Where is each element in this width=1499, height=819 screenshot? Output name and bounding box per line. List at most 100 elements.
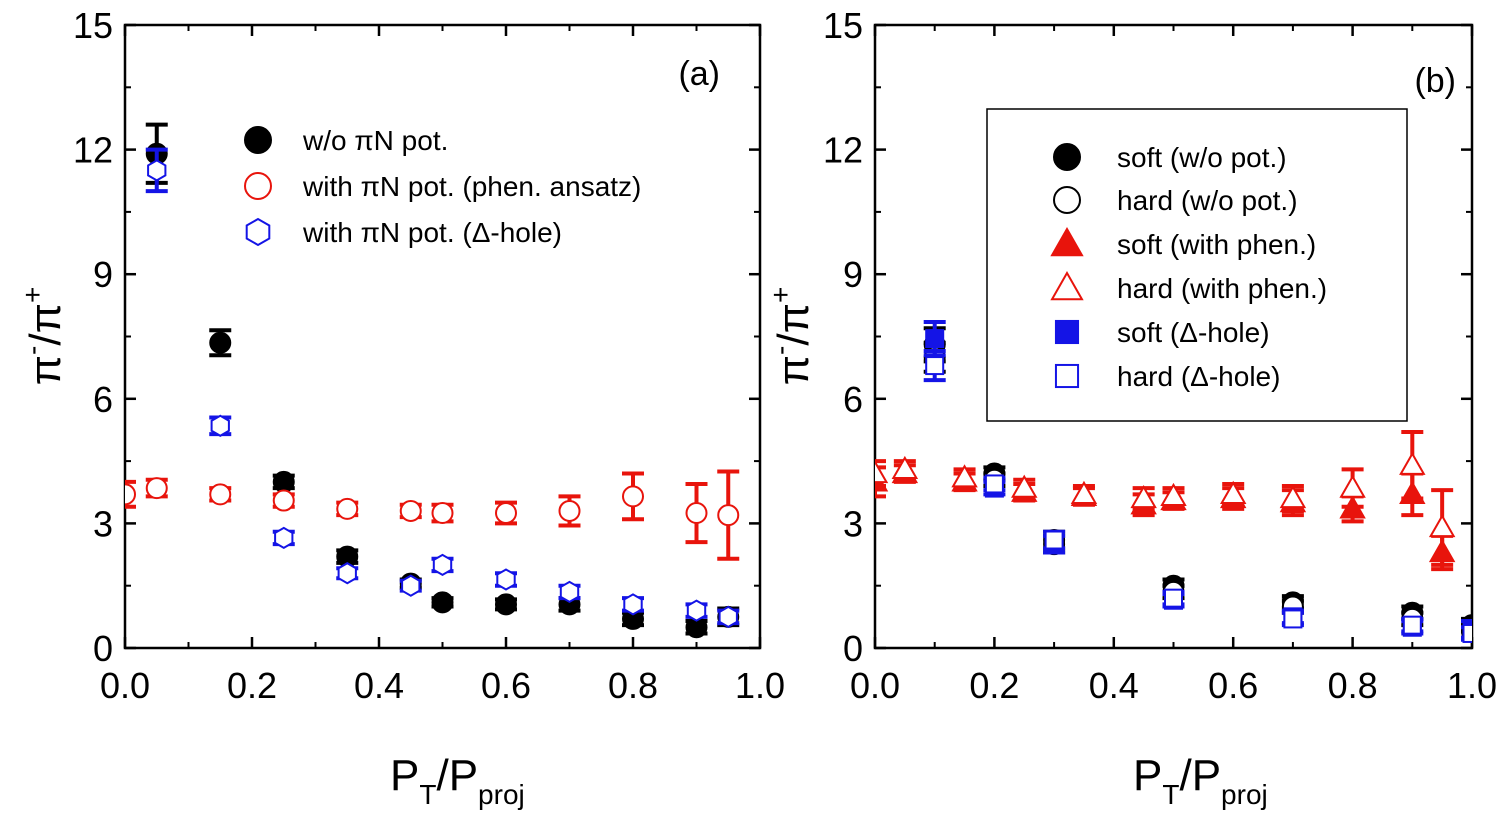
legend-marker <box>244 126 272 154</box>
legend-marker <box>1054 363 1080 389</box>
data-point <box>401 574 421 597</box>
y-tick-label: 15 <box>73 5 113 46</box>
x-tick-label: 0.0 <box>100 665 150 706</box>
legend-label: hard (Δ-hole) <box>1117 361 1280 392</box>
data-point <box>984 474 1004 494</box>
data-point <box>1160 482 1187 507</box>
y-tick-label: 6 <box>93 379 113 420</box>
legend-label: soft (with phen.) <box>1117 229 1316 260</box>
legend-marker <box>1053 186 1081 214</box>
x-tick-label: 0.4 <box>354 665 404 706</box>
legend-marker <box>1054 319 1080 345</box>
legend: w/o πN pot. with πN pot. (phen. ansatz) wi… <box>244 125 641 248</box>
data-point <box>925 329 945 349</box>
data-point <box>1044 530 1064 550</box>
data-point <box>875 460 889 484</box>
x-label-main: P <box>1133 751 1162 800</box>
legend-item: w/o πN pot. <box>244 125 448 156</box>
data-point <box>1283 609 1303 629</box>
y-label-sup2: + <box>17 287 48 303</box>
legend-label: with πN pot. (phen. ansatz) <box>302 171 641 202</box>
data-point <box>623 593 643 616</box>
y-label-main: π <box>769 355 818 385</box>
data-point <box>925 356 945 376</box>
data-point <box>272 470 295 493</box>
data-point <box>145 477 168 500</box>
y-label-sup1: - <box>17 346 48 355</box>
y-axis-label: π-/π+ <box>765 287 818 386</box>
y-label-slash: /π <box>769 303 818 346</box>
data-point <box>336 497 359 520</box>
legend-item: hard (Δ-hole) <box>1054 361 1280 392</box>
x-tick-label: 1.0 <box>735 665 785 706</box>
x-label-sub1: T <box>1162 779 1179 810</box>
x-tick-label: 0.2 <box>227 665 277 706</box>
y-label-sup2: + <box>765 287 796 303</box>
legend-label: soft (w/o pot.) <box>1117 142 1287 173</box>
data-point <box>147 159 167 182</box>
panel-label: (a) <box>678 55 720 93</box>
error-bar <box>875 465 886 499</box>
series-3 <box>875 430 1456 567</box>
y-tick-label: 12 <box>73 130 113 171</box>
legend-marker <box>244 172 272 200</box>
x-axis-label: PT/Pproj <box>1133 751 1268 810</box>
legend-item: soft (w/o pot.) <box>1053 142 1287 173</box>
data-point <box>1402 615 1422 635</box>
x-label-sub1: T <box>419 779 436 810</box>
data-point <box>125 483 136 506</box>
series-1 <box>125 469 740 561</box>
y-tick-label: 9 <box>93 254 113 295</box>
panel-b: 0.0 0.2 0.4 0.6 0.8 1.003691215(b)PT/Pprojπ-/… <box>765 5 1497 810</box>
data-point <box>209 483 232 506</box>
data-point <box>1279 484 1307 509</box>
data-point <box>622 485 644 508</box>
data-point <box>718 605 738 629</box>
x-tick-label: 1.0 <box>1447 665 1497 706</box>
legend-marker <box>1050 271 1084 301</box>
x-label-sub2: proj <box>478 779 525 810</box>
data-point <box>399 499 422 522</box>
legend-label: hard (w/o pot.) <box>1117 185 1298 216</box>
x-tick-label: 0.8 <box>608 665 658 706</box>
data-point <box>274 526 294 550</box>
x-label-slash: /P <box>436 751 478 800</box>
data-point <box>686 599 707 622</box>
y-label-slash: /π <box>21 303 70 346</box>
data-point <box>685 502 708 525</box>
legend-label: w/o πN pot. <box>302 125 448 156</box>
data-point <box>1070 480 1098 504</box>
x-label-main: P <box>390 751 419 800</box>
data-layer <box>125 122 740 639</box>
legend: soft (w/o pot.) hard (w/o pot.) soft (with… <box>986 108 1408 422</box>
x-tick-label: 0.8 <box>1328 665 1378 706</box>
y-label-main: π <box>21 355 70 385</box>
data-point <box>1219 480 1247 504</box>
series-2 <box>145 147 740 629</box>
data-point <box>495 502 517 525</box>
y-tick-label: 3 <box>93 503 113 544</box>
x-axis-label: PT/Pproj <box>390 751 525 810</box>
y-tick-label: 0 <box>843 628 863 669</box>
legend-item: hard (with phen.) <box>1050 271 1327 304</box>
series-2 <box>875 460 1456 572</box>
data-point <box>1428 514 1456 538</box>
legend-label: soft (Δ-hole) <box>1117 317 1270 348</box>
legend-label: hard (with phen.) <box>1117 273 1327 304</box>
x-tick-label: 0.6 <box>481 665 531 706</box>
x-label-slash: /P <box>1179 751 1221 800</box>
legend-item: hard (w/o pot.) <box>1053 185 1298 216</box>
y-tick-label: 9 <box>843 254 863 295</box>
y-tick-label: 12 <box>823 130 863 171</box>
y-label-sup1: - <box>765 346 796 355</box>
y-axis-label: π-/π+ <box>17 287 70 386</box>
legend-marker <box>245 217 271 247</box>
y-tick-label: 3 <box>843 503 863 544</box>
data-point <box>432 553 453 577</box>
data-point <box>431 502 454 525</box>
legend-label: with πN pot. (Δ-hole) <box>302 217 562 248</box>
data-point <box>1462 623 1472 643</box>
data-point <box>431 591 454 614</box>
data-point <box>891 455 919 480</box>
